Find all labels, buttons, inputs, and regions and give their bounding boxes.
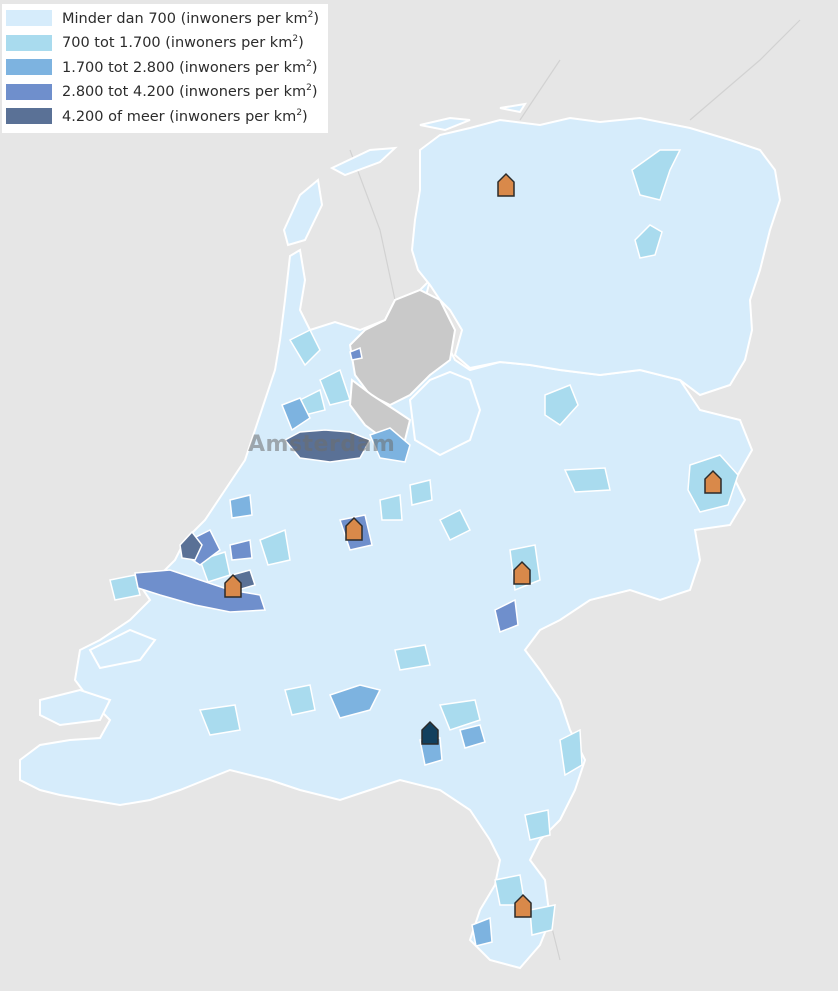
legend-swatch-1 (6, 10, 52, 27)
legend-swatch-2 (6, 34, 52, 51)
marker-rotterdam[interactable] (224, 573, 242, 598)
legend-label-1: Minder dan 700 (inwoners per km2) (62, 9, 320, 27)
marker-utrecht[interactable] (345, 516, 363, 541)
flevoland (408, 370, 482, 457)
legend-item-3: 1.700 tot 2.800 (inwoners per km2) (6, 55, 322, 80)
island-schiermonnikoog (499, 102, 528, 114)
zeeland-island-2 (88, 628, 157, 670)
legend-label-2: 700 tot 1.700 (inwoners per km2) (62, 34, 304, 52)
ijsselmeer (348, 288, 457, 407)
water (348, 288, 457, 441)
island-terschelling (329, 146, 398, 177)
marker-nijmegen[interactable] (513, 560, 531, 585)
legend-swatch-5 (6, 108, 52, 125)
marker-maastricht[interactable] (514, 893, 532, 918)
legend: Minder dan 700 (inwoners per km2) 700 to… (2, 4, 328, 133)
legend-swatch-4 (6, 83, 52, 100)
island-ameland (419, 116, 471, 132)
legend-label-5: 4.200 of meer (inwoners per km2) (62, 107, 308, 125)
legend-item-2: 700 tot 1.700 (inwoners per km2) (6, 31, 322, 56)
legend-label-3: 1.700 tot 2.800 (inwoners per km2) (62, 58, 318, 76)
island-texel (282, 178, 324, 247)
land (19, 102, 782, 970)
city-markers[interactable] (224, 172, 722, 918)
legend-item-4: 2.800 tot 4.200 (inwoners per km2) (6, 80, 322, 105)
marker-groningen[interactable] (497, 172, 515, 197)
legend-swatch-3 (6, 59, 52, 76)
legend-label-4: 2.800 tot 4.200 (inwoners per km2) (62, 83, 318, 101)
marker-eindhoven[interactable] (421, 720, 439, 745)
place-label-amsterdam: Amsterdam (248, 432, 396, 457)
legend-item-5: 4.200 of meer (inwoners per km2) (6, 104, 322, 129)
marker-enschede[interactable] (704, 469, 722, 494)
density-patches (109, 149, 739, 947)
zeeland-island-1 (39, 688, 112, 727)
legend-item-1: Minder dan 700 (inwoners per km2) (6, 6, 322, 31)
north-region (410, 116, 782, 397)
